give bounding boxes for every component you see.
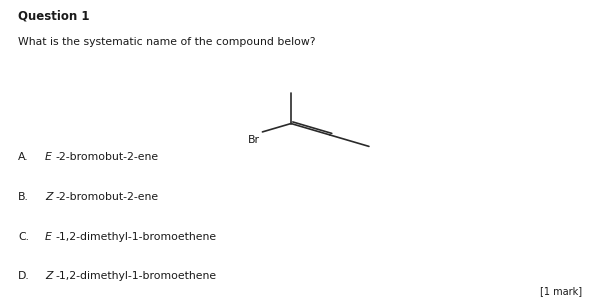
- Text: -2-bromobut-2-ene: -2-bromobut-2-ene: [56, 152, 159, 163]
- Text: E: E: [45, 152, 52, 163]
- Text: Br: Br: [247, 135, 259, 145]
- Text: -2-bromobut-2-ene: -2-bromobut-2-ene: [56, 192, 159, 202]
- Text: -1,2-dimethyl-1-bromoethene: -1,2-dimethyl-1-bromoethene: [56, 232, 217, 242]
- Text: Question 1: Question 1: [18, 9, 89, 22]
- Text: Z: Z: [45, 192, 53, 202]
- Text: D.: D.: [18, 271, 30, 282]
- Text: What is the systematic name of the compound below?: What is the systematic name of the compo…: [18, 37, 316, 47]
- Text: [1 mark]: [1 mark]: [540, 286, 582, 296]
- Text: A.: A.: [18, 152, 29, 163]
- Text: Z: Z: [45, 271, 53, 282]
- Text: C.: C.: [18, 232, 29, 242]
- Text: B.: B.: [18, 192, 29, 202]
- Text: -1,2-dimethyl-1-bromoethene: -1,2-dimethyl-1-bromoethene: [56, 271, 217, 282]
- Text: E: E: [45, 232, 52, 242]
